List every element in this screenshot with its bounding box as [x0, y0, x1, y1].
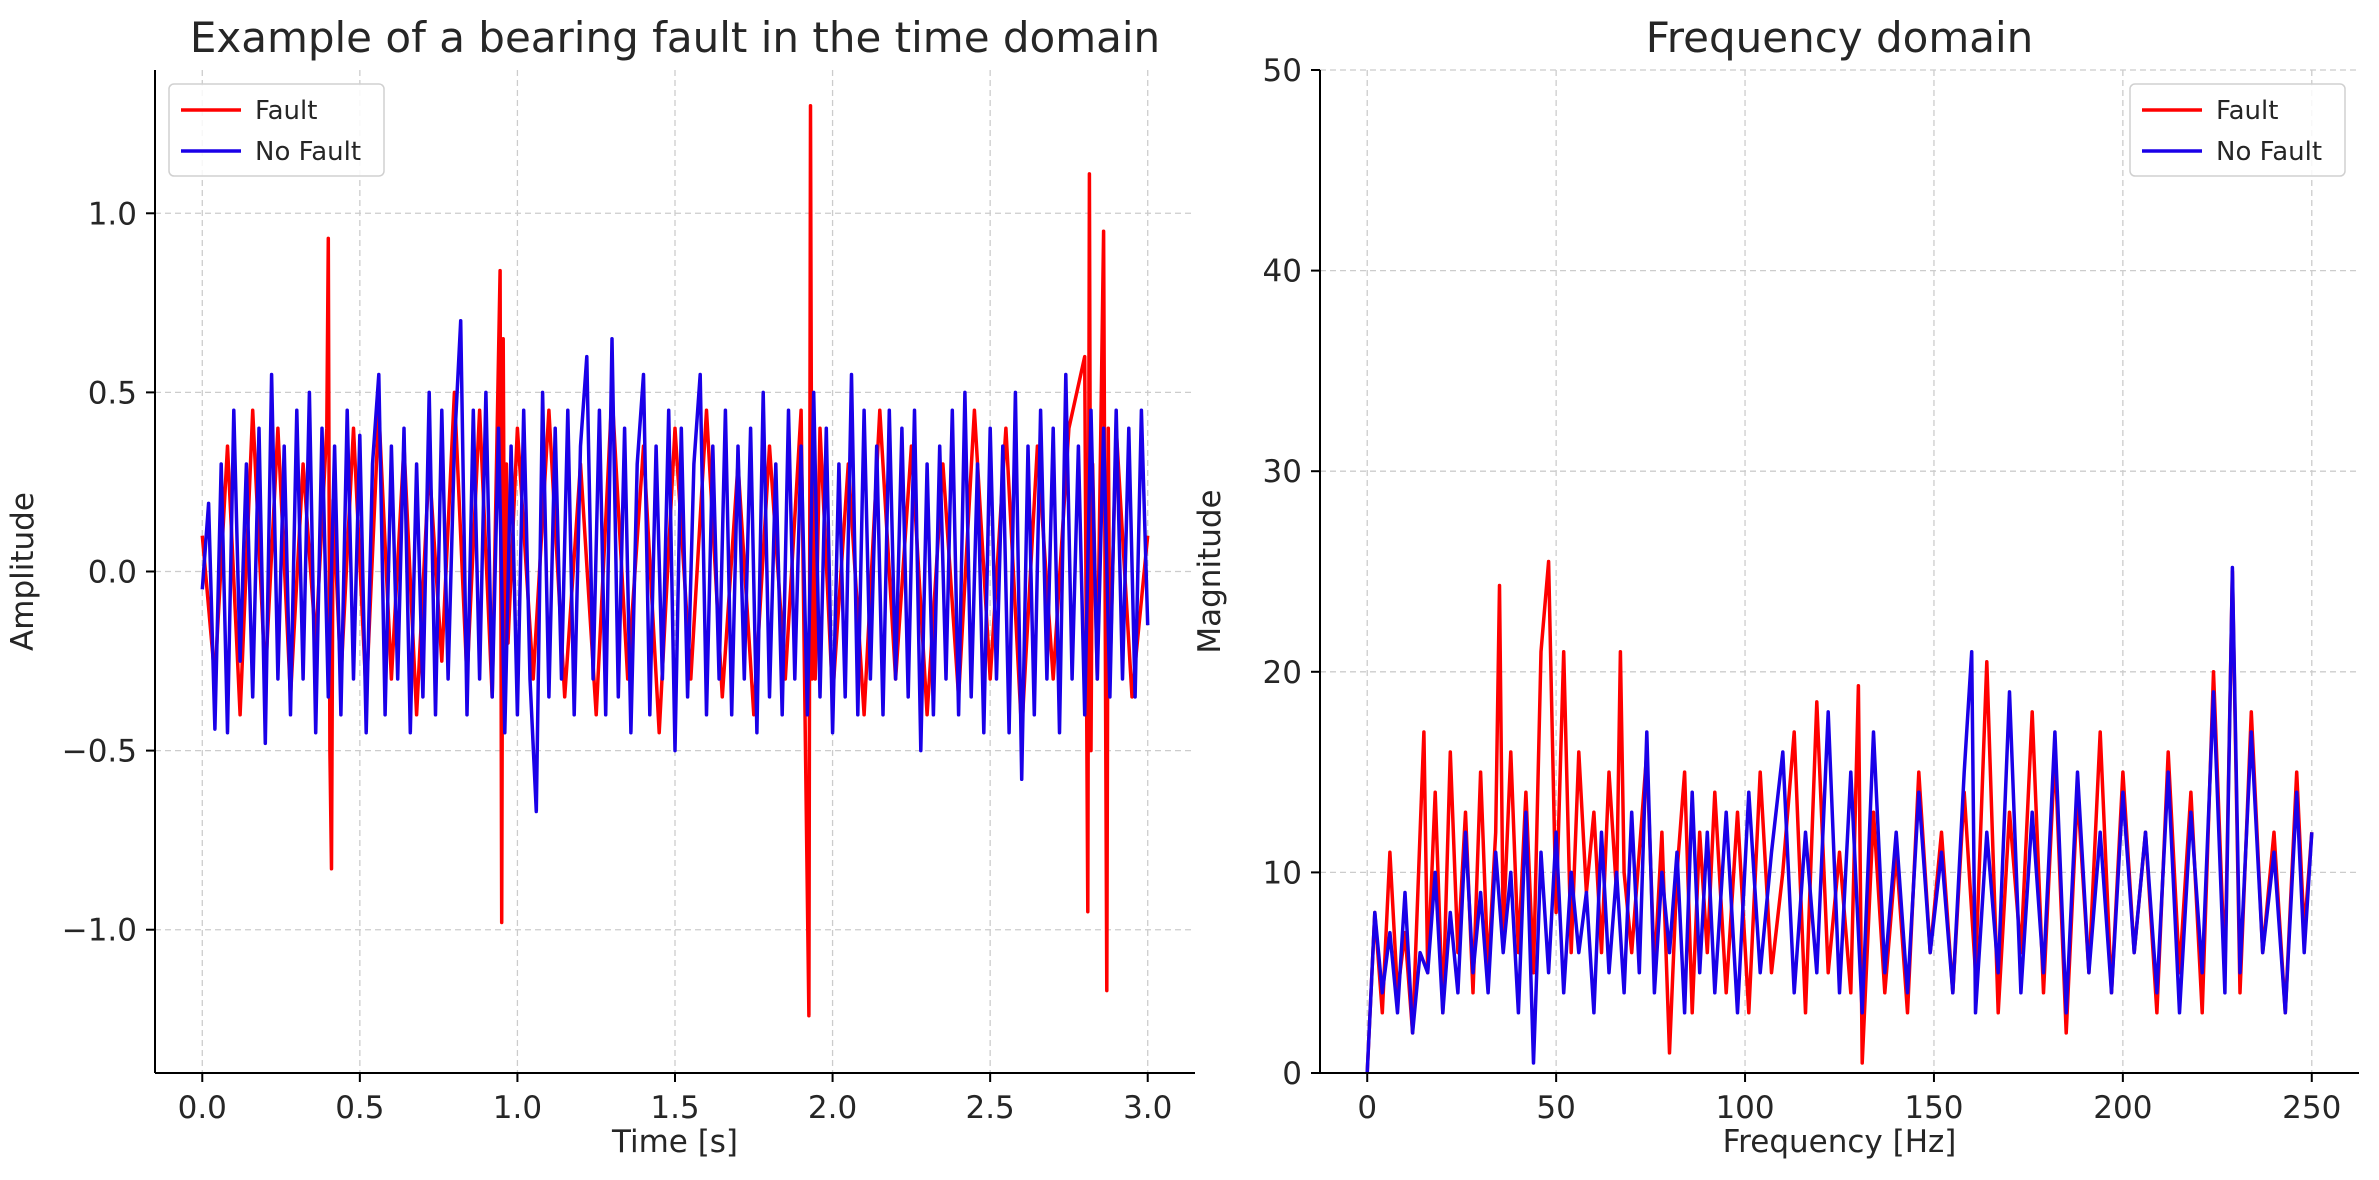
x-axis-label: Time [s]	[611, 1124, 738, 1160]
y-tick-label: 0.0	[88, 555, 137, 591]
y-tick-label: 0	[1282, 1056, 1302, 1092]
y-axis-label: Magnitude	[1192, 489, 1228, 653]
x-tick-label: 1.5	[650, 1090, 699, 1126]
legend-label: Fault	[2216, 96, 2278, 126]
y-tick-label: 10	[1263, 855, 1302, 891]
x-tick-label: 0.0	[178, 1090, 227, 1126]
x-tick-label: 100	[1715, 1090, 1774, 1126]
chart-title: Frequency domain	[1646, 13, 2034, 62]
x-tick-label: 0	[1357, 1090, 1377, 1126]
x-tick-label: 0.5	[335, 1090, 384, 1126]
series-line-no-fault	[1365, 565, 2314, 1074]
y-tick-label: −1.0	[62, 913, 137, 949]
y-axis-label: Amplitude	[5, 492, 41, 651]
x-tick-label: 150	[1904, 1090, 1963, 1126]
chart-title: Example of a bearing fault in the time d…	[190, 13, 1160, 62]
legend-label: No Fault	[2216, 137, 2322, 167]
x-tick-label: 1.0	[493, 1090, 542, 1126]
x-tick-label: 2.5	[965, 1090, 1014, 1126]
x-tick-label: 200	[2093, 1090, 2152, 1126]
legend-label: No Fault	[255, 137, 361, 167]
legend-box	[168, 83, 385, 177]
x-axis-label: Frequency [Hz]	[1723, 1124, 1957, 1160]
y-tick-label: 20	[1263, 655, 1302, 691]
legend-label: Fault	[255, 96, 317, 126]
legend: Fault No Fault	[2129, 83, 2346, 177]
legend: Fault No Fault	[168, 83, 385, 177]
y-tick-label: 0.5	[88, 375, 137, 411]
frequency-domain-chart: 0 50 100 150 200 250 0 10 20 30 40 50 Frequency doma…	[1192, 13, 2359, 1160]
x-tick-label: 250	[2282, 1090, 2341, 1126]
y-tick-label: 40	[1263, 254, 1302, 290]
series-line-no-fault	[200, 319, 1150, 814]
y-tick-label: −0.5	[62, 734, 137, 770]
x-tick-label: 3.0	[1123, 1090, 1172, 1126]
time-domain-chart: 0.0 0.5 1.0 1.5 2.0 2.5 3.0 −1.0 −0.5 0.0 0.5 1.0 Ex…	[5, 13, 1195, 1160]
x-tick-label: 50	[1536, 1090, 1575, 1126]
y-tick-label: 50	[1263, 53, 1302, 89]
x-tick-label: 2.0	[808, 1090, 857, 1126]
y-tick-label: 1.0	[88, 196, 137, 232]
legend-box	[2129, 83, 2346, 177]
y-tick-label: 30	[1263, 454, 1302, 490]
